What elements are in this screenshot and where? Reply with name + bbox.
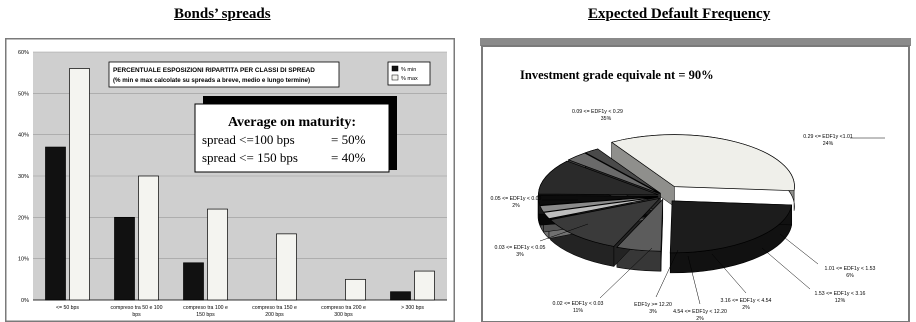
x-tick-label: <= 50 bps [56,305,79,311]
y-tick-label: 20% [18,215,29,221]
x-tick-label: compreso tra 50 e 100 [111,305,163,311]
callout-line2-value: = 40% [331,150,366,165]
y-tick-label: 0% [21,298,29,304]
pie-leader-line [687,255,701,305]
pie-slice-pct: 2% [696,316,704,322]
pie-leader-line [599,247,653,299]
panel-top-bar [480,38,911,46]
pie-slice [584,148,661,194]
bar-max [345,278,366,301]
x-tick-label: > 300 bps [401,305,424,311]
pie-slice-label: 1.01 <= EDF1y < 1.53 [825,266,876,272]
callout-line2-label: spread <= 150 bps [202,150,298,165]
pie-slice-pct: 24% [823,141,834,147]
bar-max [69,68,90,301]
bar-min [114,216,135,301]
y-tick-label: 40% [18,133,29,139]
chart-title-box [108,61,340,88]
pie-slice-label: 0.02 <= EDF1y < 0.03 [553,301,604,307]
pie-slice-label: 0.03 <= EDF1y < 0.05 [495,245,546,251]
bonds-spreads-heading: Bonds’ spreads [174,6,271,22]
pie-slice [616,198,664,252]
pie-leader-line [761,247,811,290]
bar-max [138,175,159,301]
pie-slice [669,200,793,254]
pie-slice-label: 0.09 <= EDF1y < 0.29 [572,109,623,115]
pie-slice-pct: 6% [846,273,854,279]
x-tick-label: compreso tra 200 e [321,305,366,311]
pie-slice [610,134,795,192]
pie-slice-label: 3.16 <= EDF1y < 4.54 [721,298,772,304]
pie-slice [549,197,661,247]
x-tick-label: 200 bps [265,312,284,318]
bar-max [414,270,435,301]
pie-chart-panel: Investment grade equivale nt = 90% 0.09 … [480,38,911,322]
legend-swatch-max [391,74,399,81]
pie-leader-line [779,233,819,265]
y-tick-label: 60% [18,50,29,56]
x-tick-label: compreso tra 100 e [183,305,228,311]
pie-slice [539,196,659,213]
legend-swatch-min [391,65,399,72]
pie-slice [537,195,659,206]
pie-slice [538,160,659,196]
callout-box [194,103,390,173]
bar-min [45,146,66,301]
y-axis-ticks: 0% 10% 20% 30% 40% 50% 60% [18,50,447,304]
bar-min [183,262,204,301]
callout-line1-value: = 50% [331,132,366,147]
pie-slice-label: 4.54 <= EDF1y < 12.20 [673,309,727,315]
x-tick-label: bps [132,312,141,318]
pie-slice-pct: 3% [516,252,524,258]
chart-title: PERCENTUALE ESPOSIZIONI RIPARTITA PER CL… [113,67,315,74]
pie-slice-pct: 2% [742,305,750,311]
y-tick-label: 30% [18,174,29,180]
y-tick-label: 10% [18,257,29,263]
bar-chart-panel: 0% 10% 20% 30% 40% 50% 60% <= 50 bps compreso t… [5,38,455,322]
x-tick-label: compreso tra 150 e [252,305,297,311]
bar-max [207,208,228,301]
edf-heading: Expected Default Frequency [588,6,771,22]
callout-title: Average on maturity: [228,115,356,130]
legend-label-max: % max [401,76,418,82]
pie-slice-label: EDF1y >= 12.20 [634,302,672,308]
bar-max [276,233,297,301]
chart-subtitle: (% min e max calcolate su spreads a brev… [113,77,310,84]
pie-slice-label: 0.29 <= EDF1y <1.01 [803,134,853,140]
bars [45,68,435,301]
pie-slice-pct: 35% [601,116,612,122]
x-tick-label: 300 bps [334,312,353,318]
pie-leader-line [711,253,747,294]
y-tick-label: 50% [18,91,29,97]
pie-slices [537,134,795,274]
pie-leader-line [655,249,679,298]
pie-slice-pct: 3% [649,309,657,315]
pie-slice [567,152,660,194]
legend-label-min: % min [401,67,416,73]
pie-slice-pct: 2% [512,203,520,209]
x-tick-label: 150 bps [196,312,215,318]
callout-line1-label: spread <=100 bps [202,132,295,147]
bar-min [390,291,411,301]
pie-leader-line [539,223,589,242]
pie-slice-label: 0.05 <= EDF1y < 0.09 [491,196,542,202]
legend-box [387,61,431,86]
pie-subtitle: Investment grade equivale nt = 90% [520,68,714,82]
pie-slice-pct: 12% [835,298,846,304]
pie-slice-pct: 11% [573,308,583,314]
pie-slice [543,196,659,219]
pie-slice-label: 1.53 <= EDF1y < 3.16 [815,291,866,297]
